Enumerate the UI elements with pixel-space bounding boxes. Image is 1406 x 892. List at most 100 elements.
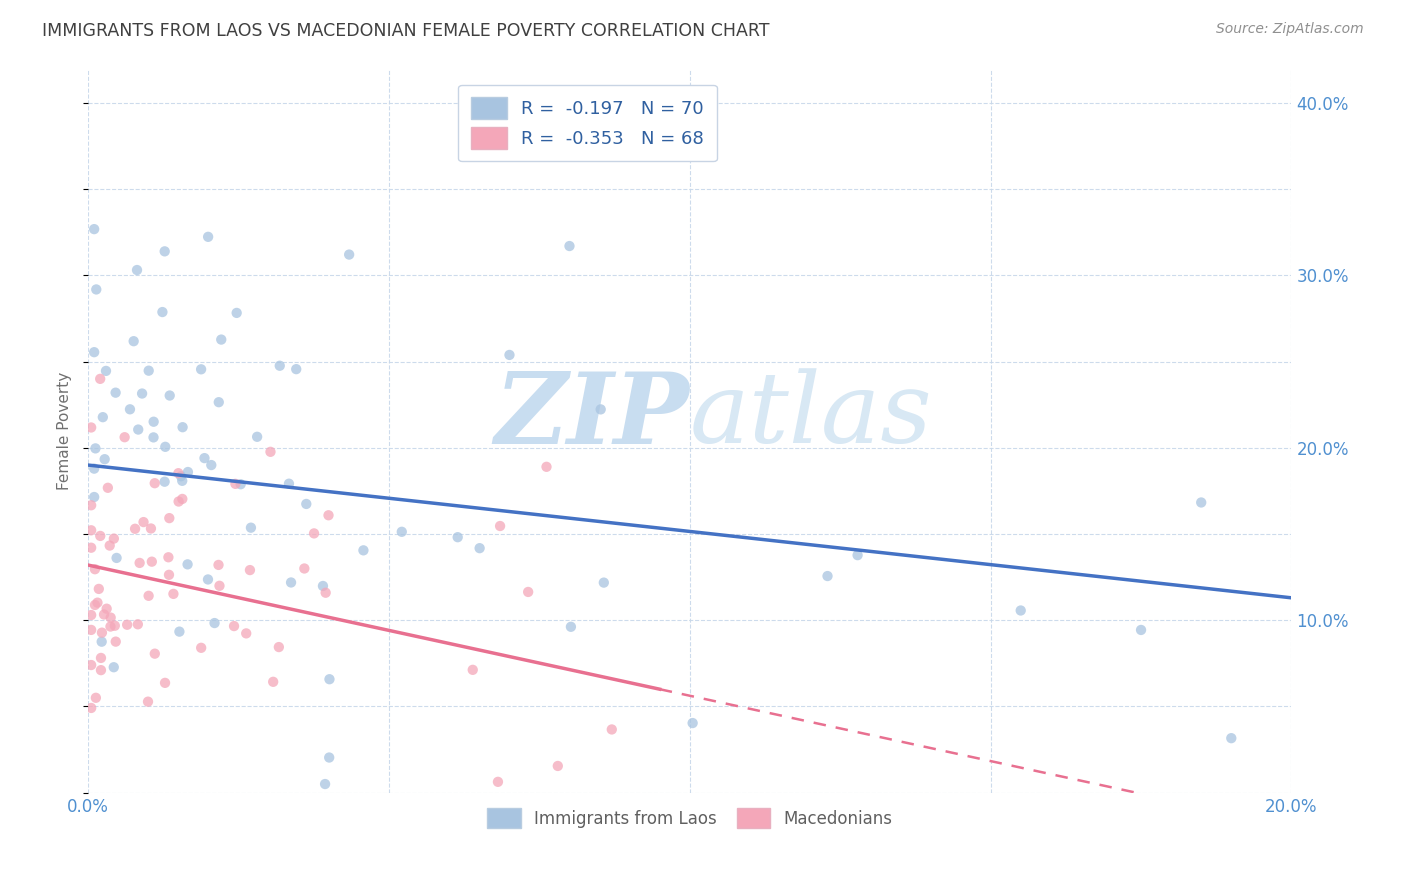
Point [84,282,107,296]
Point [190,362,212,376]
Point [1220,731,1243,746]
Point [127,617,149,632]
Point [589,402,612,417]
Point [80,498,103,512]
Point [447,530,470,544]
Legend: Immigrants from Laos, Macedonians: Immigrants from Laos, Macedonians [481,801,898,835]
Point [170,469,193,483]
Point [153,475,176,489]
Point [239,521,262,535]
Point [167,466,190,480]
Point [682,716,704,731]
Point [312,579,335,593]
Point [83,345,105,359]
Point [132,515,155,529]
Point [208,579,231,593]
Point [318,672,340,686]
Point [314,777,336,791]
Point [267,640,290,654]
Point [489,519,512,533]
Point [222,619,245,633]
Point [84,442,107,456]
Point [83,490,105,504]
Point [143,476,166,491]
Point [176,558,198,572]
Point [318,508,340,523]
Point [155,440,177,454]
Point [103,660,125,674]
Point [118,402,141,417]
Point [84,598,107,612]
Point [592,575,614,590]
Point [157,567,180,582]
Point [90,634,112,648]
Point [197,573,219,587]
Point [122,334,145,349]
Point [224,476,246,491]
Point [103,532,125,546]
Point [229,477,252,491]
Point [162,587,184,601]
Point [468,541,491,556]
Point [105,550,128,565]
Point [86,596,108,610]
Point [157,550,180,565]
Point [560,620,582,634]
Point [172,491,194,506]
Point [138,364,160,378]
Point [558,239,581,253]
Point [90,651,112,665]
Point [104,385,127,400]
Point [159,388,181,402]
Point [80,608,103,623]
Point [517,585,540,599]
Point [318,750,340,764]
Point [197,230,219,244]
Point [89,529,111,543]
Point [167,494,190,508]
Point [302,526,325,541]
Point [225,306,247,320]
Point [152,305,174,319]
Point [200,458,222,472]
Point [141,555,163,569]
Point [846,548,869,562]
Point [285,362,308,376]
Point [157,511,180,525]
Point [1189,495,1212,509]
Text: atlas: atlas [690,368,932,464]
Point [235,626,257,640]
Point [600,723,623,737]
Point [80,658,103,673]
Point [93,607,115,622]
Point [80,623,103,637]
Point [96,601,118,615]
Point [278,476,301,491]
Point [104,634,127,648]
Point [89,372,111,386]
Point [97,481,120,495]
Point [193,451,215,466]
Text: ZIP: ZIP [495,368,690,465]
Point [498,348,520,362]
Point [142,415,165,429]
Point [91,625,114,640]
Point [80,420,103,434]
Point [128,556,150,570]
Point [100,610,122,624]
Point [84,562,107,576]
Point [239,563,262,577]
Point [153,676,176,690]
Point [207,558,229,572]
Point [536,459,558,474]
Point [1130,623,1153,637]
Point [1010,603,1032,617]
Text: IMMIGRANTS FROM LAOS VS MACEDONIAN FEMALE POVERTY CORRELATION CHART: IMMIGRANTS FROM LAOS VS MACEDONIAN FEMAL… [42,22,769,40]
Point [136,695,159,709]
Point [91,410,114,425]
Point [292,561,315,575]
Point [269,359,291,373]
Point [100,619,122,633]
Point [391,524,413,539]
Point [139,521,162,535]
